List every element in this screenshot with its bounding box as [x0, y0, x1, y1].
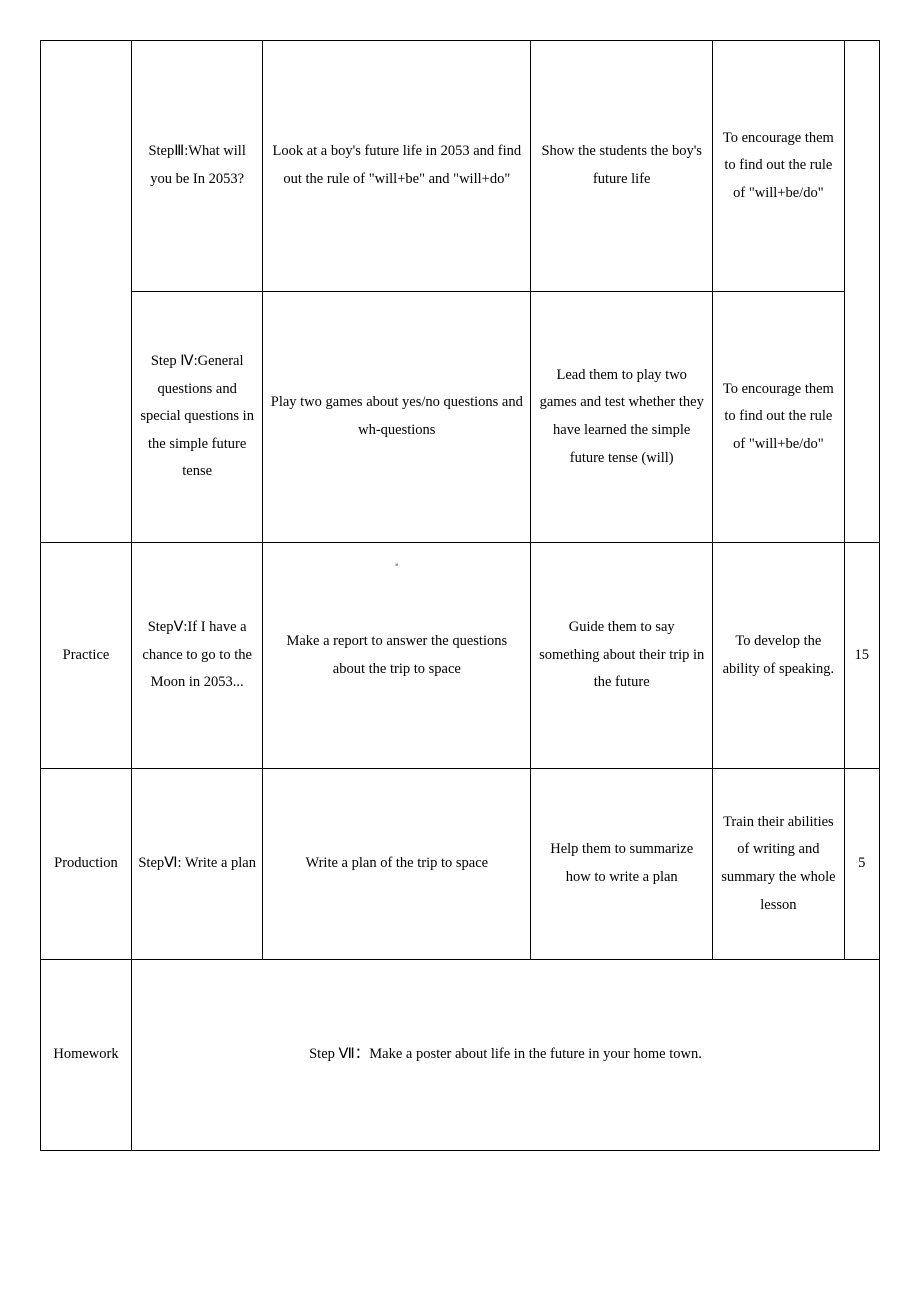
- cell-step: StepⅢ:What will you be In 2053?: [131, 41, 262, 292]
- cell-section: Homework: [41, 960, 132, 1151]
- cell-teacher: Show the students the boy's future life: [531, 41, 713, 292]
- cell-time-blank: [844, 41, 879, 543]
- cell-teacher: Lead them to play two games and test whe…: [531, 292, 713, 543]
- table-row: Step Ⅳ:General questions and special que…: [41, 292, 880, 543]
- cell-activity: Play two games about yes/no questions an…: [263, 292, 531, 543]
- lesson-plan-table: StepⅢ:What will you be In 2053? Look at …: [40, 40, 880, 1151]
- cell-activity: Look at a boy's future life in 2053 and …: [263, 41, 531, 292]
- cell-teacher: Help them to summarize how to write a pl…: [531, 769, 713, 960]
- cell-teacher: Guide them to say something about their …: [531, 543, 713, 769]
- cell-section: Practice: [41, 543, 132, 769]
- cell-time: 15: [844, 543, 879, 769]
- cell-activity: Write a plan of the trip to space: [263, 769, 531, 960]
- cell-section-blank: [41, 41, 132, 543]
- cell-time: 5: [844, 769, 879, 960]
- cell-homework-merged: Step Ⅶ：Make a poster about life in the f…: [131, 960, 879, 1151]
- cell-activity-text: Make a report to answer the questions ab…: [286, 633, 507, 677]
- cell-step: StepⅥ: Write a plan: [131, 769, 262, 960]
- cell-step: Step Ⅳ:General questions and special que…: [131, 292, 262, 543]
- dot-icon: ▪: [395, 561, 399, 571]
- cell-activity: ▪ Make a report to answer the questions …: [263, 543, 531, 769]
- table-row: Production StepⅥ: Write a plan Write a p…: [41, 769, 880, 960]
- cell-step: StepⅤ:If I have a chance to go to the Mo…: [131, 543, 262, 769]
- cell-purpose: To encourage them to find out the rule o…: [713, 292, 844, 543]
- cell-purpose: To develop the ability of speaking.: [713, 543, 844, 769]
- table-row: Practice StepⅤ:If I have a chance to go …: [41, 543, 880, 769]
- cell-purpose: Train their abilities of writing and sum…: [713, 769, 844, 960]
- table-row: StepⅢ:What will you be In 2053? Look at …: [41, 41, 880, 292]
- cell-purpose: To encourage them to find out the rule o…: [713, 41, 844, 292]
- cell-section: Production: [41, 769, 132, 960]
- table-row: Homework Step Ⅶ：Make a poster about life…: [41, 960, 880, 1151]
